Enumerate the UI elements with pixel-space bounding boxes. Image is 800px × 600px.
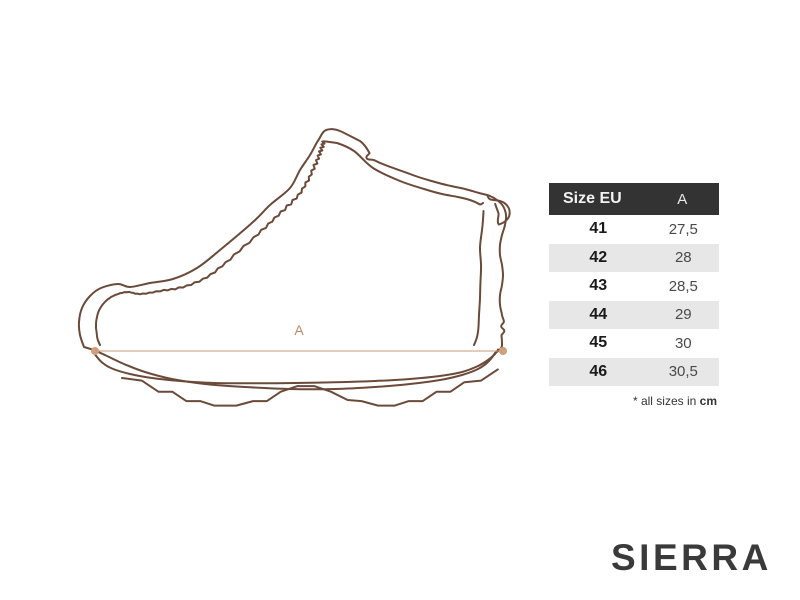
svg-text:A: A <box>294 322 304 338</box>
